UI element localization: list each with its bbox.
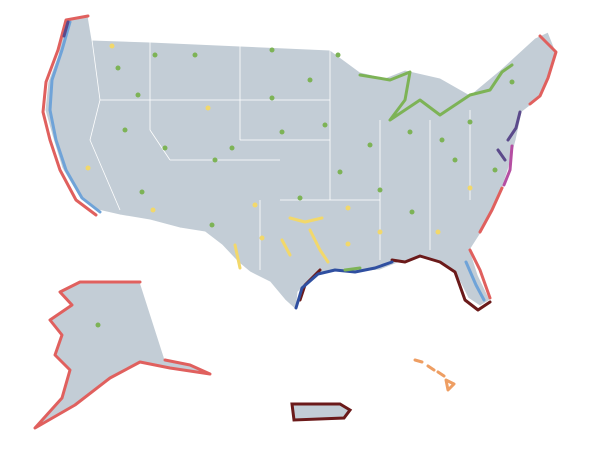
site — [452, 157, 458, 163]
site — [377, 229, 383, 235]
site — [377, 187, 383, 193]
site — [85, 165, 91, 171]
coast-delaware — [502, 144, 514, 187]
site — [162, 145, 168, 151]
site — [435, 229, 441, 235]
site — [335, 52, 341, 58]
site — [259, 235, 265, 241]
site — [212, 157, 218, 163]
contiguous-us — [41, 14, 558, 312]
site — [409, 209, 415, 215]
hawaii — [413, 358, 456, 392]
site — [509, 79, 515, 85]
puerto-rico — [290, 402, 353, 422]
sites — [85, 43, 515, 328]
coast-red-southeast — [478, 186, 504, 234]
site — [345, 205, 351, 211]
coast-red-northeast — [528, 34, 558, 106]
site — [307, 77, 313, 83]
site — [192, 52, 198, 58]
coast-red-florida — [468, 248, 492, 300]
site — [337, 169, 343, 175]
site — [252, 202, 258, 208]
site — [279, 129, 285, 135]
coast-blue-florida — [464, 260, 486, 302]
site — [492, 167, 498, 173]
site — [95, 322, 101, 328]
site — [209, 222, 215, 228]
islands — [413, 358, 456, 392]
site — [269, 47, 275, 53]
site — [205, 105, 211, 111]
site — [467, 119, 473, 125]
site — [297, 195, 303, 201]
site — [467, 185, 473, 191]
coast-navy-gulf — [294, 260, 394, 310]
site — [322, 122, 328, 128]
site — [135, 92, 141, 98]
alaska — [33, 280, 212, 430]
land — [44, 15, 557, 312]
coast-great-lakes — [358, 63, 514, 122]
coast-blue-west — [48, 20, 102, 214]
site — [122, 127, 128, 133]
coast-alaska — [33, 280, 212, 430]
coast-green-gulf — [343, 266, 362, 272]
coast-puget — [62, 20, 70, 38]
site — [439, 137, 445, 143]
river-yellow — [233, 216, 330, 270]
site — [229, 145, 235, 151]
site — [345, 241, 351, 247]
land — [34, 281, 211, 429]
site — [115, 65, 121, 71]
coast-red-west — [41, 14, 98, 217]
coast-chesapeake — [496, 110, 522, 162]
site — [139, 189, 145, 195]
site — [407, 129, 413, 135]
site — [367, 142, 373, 148]
site — [150, 207, 156, 213]
site — [109, 43, 115, 49]
island — [290, 402, 353, 422]
site — [269, 95, 275, 101]
site — [152, 52, 158, 58]
